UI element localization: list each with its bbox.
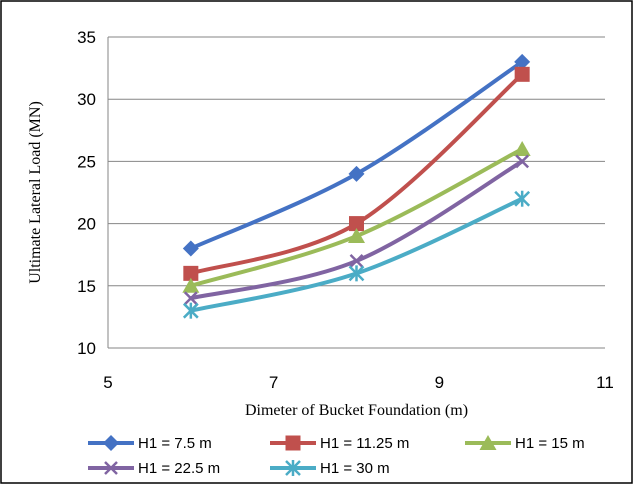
legend-label: H1 = 30 m [320,460,390,477]
data-point [349,216,364,232]
legend-label: H1 = 15 m [515,435,585,452]
marker-stroke [183,291,198,306]
legend-item: H1 = 22.5 m [88,460,220,477]
data-point [513,140,531,156]
data-point [514,190,531,207]
legend: H1 = 7.5 m H1 = 11.25 m H1 = 15 m H1 = 22.5… [88,435,585,477]
data-point [515,154,530,169]
legend-item: H1 = 7.5 m [88,435,212,452]
series-5 [182,190,531,319]
data-point [514,66,530,82]
marker-stroke [515,154,530,169]
legend-marker [285,460,301,476]
y-tick-label: 15 [77,277,96,296]
data-point [348,165,365,182]
x-tick-label: 7 [269,373,278,392]
x-tick-label: 9 [435,373,444,392]
data-point [348,265,365,282]
data-point [182,302,199,319]
data-point [349,254,364,268]
legend-item: H1 = 11.25 m [270,435,409,452]
series-group [182,53,531,319]
series-1 [182,53,531,257]
legend-item: H1 = 15 m [465,435,585,452]
y-tick-label: 35 [77,28,96,47]
legend-label: H1 = 7.5 m [138,435,212,452]
x-axis-title: Dimeter of Bucket Foundation (m) [245,402,468,419]
data-point [348,228,365,244]
legend-marker [103,435,119,451]
data-point [182,240,199,257]
series-3 [182,140,531,293]
y-tick-label: 20 [77,215,96,234]
data-point [514,53,531,70]
marker-stroke [104,461,118,475]
legend-marker [285,435,301,451]
y-axis-title: Ultimate Lateral Load (MN) [27,101,44,284]
x-tick-label: 5 [103,373,112,392]
x-tick-label: 11 [596,373,614,392]
series-2 [183,66,530,281]
marker-stroke [349,254,364,268]
legend-marker [104,461,118,475]
y-tick-label: 25 [77,152,96,171]
data-point [183,291,198,306]
legend-label: H1 = 11.25 m [320,435,409,452]
data-point [182,277,200,293]
series-4 [183,154,530,306]
y-tick-label: 30 [77,90,96,109]
legend-label: H1 = 22.5 m [138,460,220,477]
data-point [183,265,199,281]
legend-marker [479,435,497,450]
axes: 10 15 20 25 30 35 5 7 9 11 [77,28,614,392]
legend-item: H1 = 30 m [270,460,390,477]
y-tick-label: 10 [77,339,96,358]
